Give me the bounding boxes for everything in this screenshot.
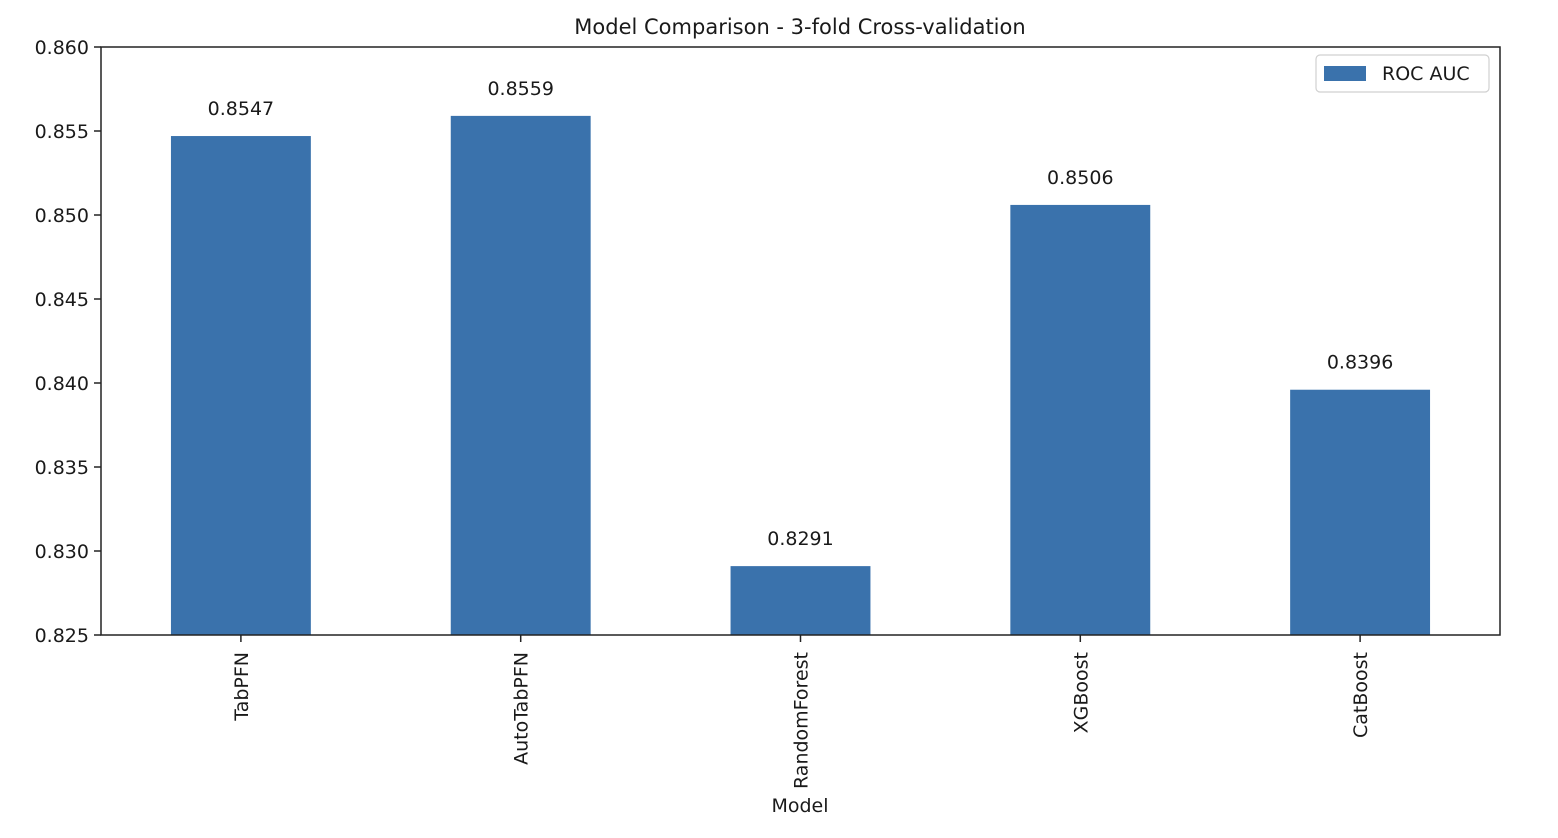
bar-value-label: 0.8559 <box>487 78 553 100</box>
y-tick-label: 0.835 <box>35 457 89 479</box>
bar <box>1290 389 1431 635</box>
value-labels: 0.8547 0.8559 0.8291 0.8506 0.8396 <box>208 78 1394 550</box>
y-tick-label: 0.850 <box>35 205 89 227</box>
chart-title: Model Comparison - 3-fold Cross-validati… <box>574 15 1025 39</box>
bar <box>170 136 311 636</box>
x-tick-label: AutoTabPFN <box>511 652 533 765</box>
x-tick-label: RandomForest <box>791 652 813 789</box>
y-tick-label: 0.845 <box>35 289 89 311</box>
bar-value-label: 0.8547 <box>208 98 274 120</box>
x-tick-label: CatBoost <box>1350 652 1372 738</box>
plot-frame <box>100 46 1501 636</box>
x-axis: TabPFN AutoTabPFN RandomForest XGBoost CatBo… <box>231 635 1372 789</box>
y-tick-label: 0.855 <box>35 121 89 143</box>
bars <box>170 115 1431 636</box>
y-axis: 0.825 0.830 0.835 0.840 0.845 0.850 0.855 0.860 <box>35 37 101 647</box>
bar <box>1010 204 1151 636</box>
y-tick-label: 0.860 <box>35 37 89 59</box>
bar-value-label: 0.8396 <box>1327 352 1393 374</box>
x-tick-label: XGBoost <box>1070 652 1092 733</box>
x-tick-label: TabPFN <box>231 652 253 722</box>
bar <box>450 115 591 635</box>
y-tick-label: 0.825 <box>35 625 89 647</box>
y-tick-label: 0.830 <box>35 541 89 563</box>
bar-value-label: 0.8506 <box>1047 167 1113 189</box>
legend-swatch <box>1324 66 1366 81</box>
y-tick-label: 0.840 <box>35 373 89 395</box>
legend-box <box>1315 54 1490 93</box>
bar <box>730 566 871 635</box>
legend: ROC AUC <box>1315 54 1490 93</box>
x-axis-label: Model <box>771 795 828 817</box>
bar-value-label: 0.8291 <box>767 528 833 550</box>
legend-label: ROC AUC <box>1382 63 1470 85</box>
